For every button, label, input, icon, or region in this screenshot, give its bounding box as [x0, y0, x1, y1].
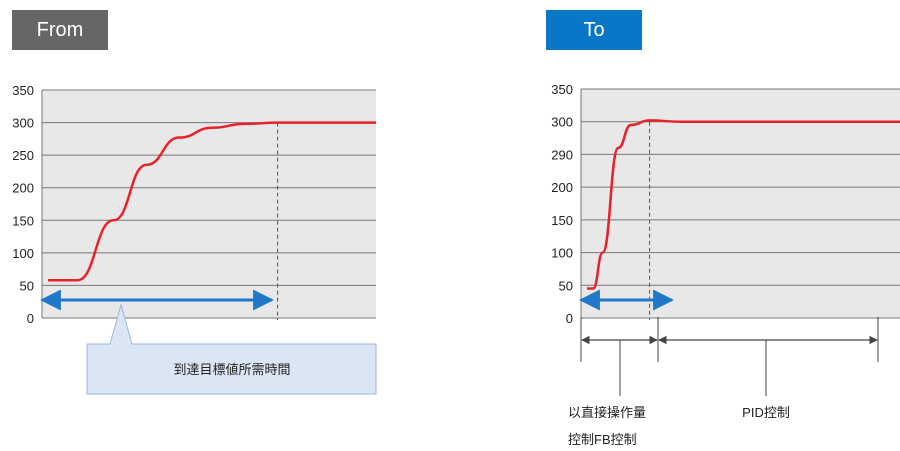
- y-tick-label: 300: [551, 115, 573, 130]
- from-chart: 350 300 250 200 150 100 50 0: [12, 83, 376, 326]
- plot-area: [581, 89, 900, 318]
- y-tick-label: 350: [12, 83, 34, 98]
- plot-area: [42, 90, 376, 318]
- fb-phase-label-line2: 控制FB控制: [568, 432, 637, 447]
- fb-phase-label-line1: 以直接操作量: [568, 405, 646, 420]
- y-tick-label: 0: [27, 311, 34, 326]
- y-tick-label: 200: [551, 180, 573, 195]
- y-tick-label: 300: [12, 116, 34, 131]
- y-tick-label: 350: [551, 82, 573, 97]
- y-tick-label: 150: [12, 213, 34, 228]
- response-curve: [48, 121, 376, 282]
- y-tick-label: 50: [20, 278, 34, 293]
- y-tick-label: 100: [551, 246, 573, 261]
- to-badge: To: [546, 10, 642, 50]
- y-tick-label: 290: [551, 147, 573, 162]
- y-tick-label: 50: [559, 278, 573, 293]
- time-to-target-callout: [86, 303, 377, 395]
- to-chart: 350 300 290 200 150 100 50 0: [551, 82, 900, 326]
- from-badge: From: [12, 10, 108, 50]
- y-tick-label: 200: [12, 181, 34, 196]
- y-tick-label: 0: [566, 311, 573, 326]
- y-tick-label: 150: [551, 213, 573, 228]
- y-tick-label: 100: [12, 246, 34, 261]
- response-curve: [586, 119, 900, 290]
- y-tick-label: 250: [12, 148, 34, 163]
- pid-phase-label: PID控制: [742, 405, 790, 420]
- time-to-target-label: 到達目標値所需時間: [173, 362, 290, 377]
